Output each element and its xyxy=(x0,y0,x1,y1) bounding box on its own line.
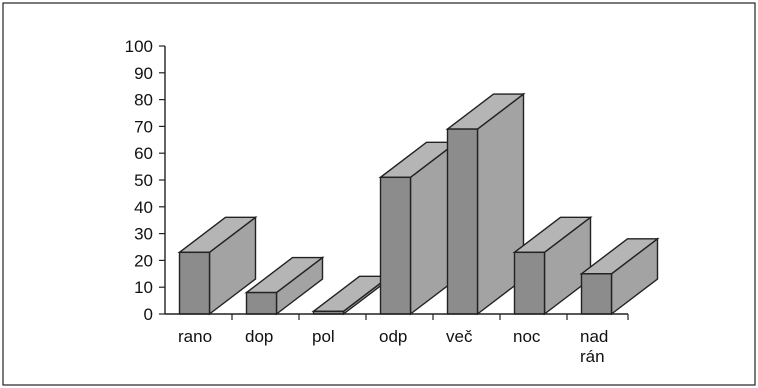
y-tick-label: 0 xyxy=(144,305,153,324)
bar-front-face xyxy=(178,251,211,315)
y-tick-label: 70 xyxy=(134,117,153,136)
bars xyxy=(177,92,660,316)
y-axis: 0 10 20 30 40 50 60 70 80 90 100 xyxy=(125,37,166,324)
y-tick-label: 30 xyxy=(134,225,153,244)
y-tick-label: 90 xyxy=(134,64,153,83)
bar-front-face xyxy=(446,128,479,315)
y-tick-label: 80 xyxy=(134,91,153,110)
x-tick-label: več xyxy=(446,327,473,346)
bar-front-face xyxy=(245,291,278,315)
x-tick-label: dop xyxy=(245,327,273,346)
x-tick-label: odp xyxy=(379,327,407,346)
x-tick-label: noc xyxy=(513,327,541,346)
y-tick-label: 10 xyxy=(134,278,153,297)
bar xyxy=(177,215,258,316)
y-tick-label: 40 xyxy=(134,198,153,217)
bar xyxy=(512,215,593,316)
bar-front-face xyxy=(513,251,546,315)
bar-front-face xyxy=(379,176,412,315)
bar-front-face xyxy=(580,273,613,315)
x-tick-label: nad xyxy=(580,327,608,346)
bar xyxy=(244,256,325,316)
y-tick-label: 50 xyxy=(134,171,153,190)
x-tick-label: pol xyxy=(312,327,335,346)
bar xyxy=(579,237,660,316)
y-tick-label: 100 xyxy=(125,37,153,56)
y-tick-label: 60 xyxy=(134,144,153,163)
x-tick-label: rán xyxy=(580,347,605,366)
y-tick-label: 20 xyxy=(134,251,153,270)
x-tick-label: rano xyxy=(178,327,212,346)
bar xyxy=(445,92,526,316)
bar xyxy=(378,140,459,316)
